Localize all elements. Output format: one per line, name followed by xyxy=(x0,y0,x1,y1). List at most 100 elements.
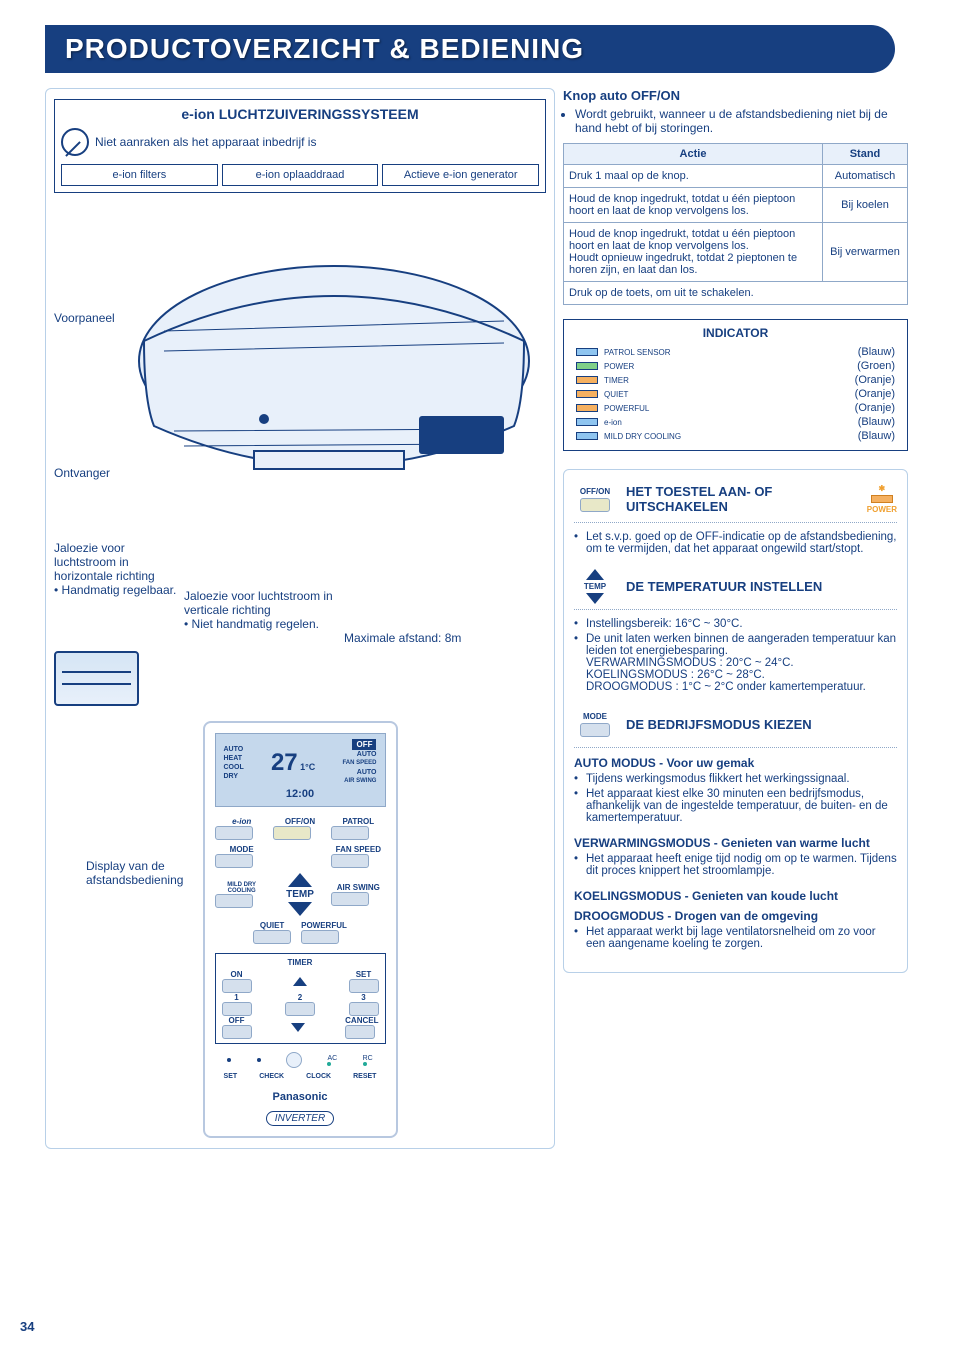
btn-offon-label: OFF/ON xyxy=(273,817,327,826)
disp-unit: 1°C xyxy=(300,762,315,772)
sub-auto: AUTO MODUS - Voor uw gemak xyxy=(574,756,897,770)
label-jaloezie-h: Jaloezie voor luchtstroom in horizontale… xyxy=(54,541,155,583)
indicator-label: PATROL SENSOR xyxy=(604,348,671,357)
label-ontvanger: Ontvanger xyxy=(54,466,110,480)
label-jaloezie-h-b: Handmatig regelbaar. xyxy=(62,583,177,597)
btn-circle[interactable] xyxy=(286,1052,302,1068)
unit-diagram: Voorpaneel Ontvanger Jaloezie voor lucht… xyxy=(54,201,546,641)
label-max-dist: Maximale afstand: 8m xyxy=(344,631,461,645)
btn-timer-2[interactable] xyxy=(285,1002,315,1016)
btn-temp-label: TEMP xyxy=(286,889,314,900)
verw-b1: Het apparaat heeft enige tijd nodig om o… xyxy=(574,853,897,877)
auto-b1: Tijdens werkingsmodus flikkert het werki… xyxy=(574,773,897,785)
left-panel: e-ion LUCHTZUIVERINGSSYSTEEM Niet aanrak… xyxy=(45,88,555,1149)
right-panel: Knop auto OFF/ON Wordt gebruikt, wanneer… xyxy=(563,88,908,1149)
remote-display: AUTO HEAT COOL DRY 27 1°C OFF xyxy=(215,733,386,807)
label-voorpaneel: Voorpaneel xyxy=(54,311,115,325)
row2-stand: Bij verwarmen xyxy=(823,223,908,282)
indicator-color: (Oranje) xyxy=(855,388,895,400)
disp-heat: HEAT xyxy=(224,754,244,763)
row0-stand: Automatisch xyxy=(823,165,908,188)
btn-timer-up[interactable] xyxy=(293,977,307,986)
disp-auto: AUTO xyxy=(224,745,244,754)
func2-b5: DROOGMODUS : 1°C ~ 2°C onder kamertemper… xyxy=(586,681,866,693)
indicator-color: (Groen) xyxy=(857,360,895,372)
eion-title: e-ion LUCHTZUIVERINGSSYSTEEM xyxy=(61,106,539,122)
btn-fanspeed[interactable] xyxy=(331,854,369,868)
btn-mode-label: MODE xyxy=(215,845,269,854)
btn-airswing[interactable] xyxy=(331,892,369,906)
banner-title: PRODUCTOVERZICHT & BEDIENING xyxy=(65,33,875,65)
disp-cool: COOL xyxy=(224,763,244,772)
temp-icon: TEMP xyxy=(574,567,616,605)
btn-quiet[interactable] xyxy=(253,930,291,944)
indicator-swatch xyxy=(576,404,598,412)
disp-auto2: AUTO xyxy=(342,750,376,759)
indicator-color: (Blauw) xyxy=(858,416,895,428)
btn-timer-set[interactable] xyxy=(349,979,379,993)
louvre-icon xyxy=(54,651,139,706)
btn-airswing-label: AIR SWING xyxy=(331,883,385,892)
indicator-label: e-ion xyxy=(604,418,622,427)
remote-control: AUTO HEAT COOL DRY 27 1°C OFF xyxy=(203,721,398,1138)
brand-label: Panasonic xyxy=(215,1091,386,1103)
btn-powerful-label: POWERFUL xyxy=(301,921,347,930)
indicator-label: QUIET xyxy=(604,390,628,399)
btn-milddry[interactable] xyxy=(215,894,253,908)
sub-koel: KOELINGSMODUS - Genieten van koude lucht xyxy=(574,889,897,903)
btn-dot2[interactable] xyxy=(257,1058,261,1062)
functions-box: OFF/ON HET TOESTEL AAN- OF UITSCHAKELEN … xyxy=(563,469,908,973)
th-actie: Actie xyxy=(564,144,823,165)
btn-temp-up[interactable] xyxy=(288,873,312,887)
btn-temp-down[interactable] xyxy=(288,902,312,916)
btn-powerful[interactable] xyxy=(301,930,339,944)
offon-icon: OFF/ON xyxy=(574,480,616,518)
btn-quiet-label: QUIET xyxy=(253,921,291,930)
func2-b4: KOELINGSMODUS : 26°C ~ 28°C. xyxy=(586,669,765,681)
disp-off: OFF xyxy=(352,739,376,750)
label-display: Display van de afstandsbediening xyxy=(86,859,216,887)
btn-dot1[interactable] xyxy=(227,1058,231,1062)
sub-verw: VERWARMINGSMODUS - Genieten van warme lu… xyxy=(574,836,897,850)
indicator-swatch xyxy=(576,390,598,398)
btn-milddry-label: MILD DRY COOLING xyxy=(215,882,269,894)
indicator-color: (Blauw) xyxy=(858,430,895,442)
btn-timer-down[interactable] xyxy=(291,1023,305,1032)
btn-timer-1[interactable] xyxy=(222,1002,252,1016)
btn-mode[interactable] xyxy=(215,854,253,868)
disp-dry: DRY xyxy=(224,772,244,781)
indicator-color: (Oranje) xyxy=(855,374,895,386)
indicator-label: POWER xyxy=(604,362,634,371)
eion-box: e-ion LUCHTZUIVERINGSSYSTEEM Niet aanrak… xyxy=(54,99,546,193)
btn-timer-3[interactable] xyxy=(349,1002,379,1016)
btn-patrol[interactable] xyxy=(331,826,369,840)
btn-fanspeed-label: FAN SPEED xyxy=(331,845,385,854)
indicator-label: POWERFUL xyxy=(604,404,649,413)
inverter-label: INVERTER xyxy=(266,1111,334,1126)
page-number: 34 xyxy=(20,1319,34,1334)
func1-b1: Let s.v.p. goed op de OFF-indicatie op d… xyxy=(574,531,897,555)
btn-timer-cancel[interactable] xyxy=(345,1025,375,1039)
indicator-swatch xyxy=(576,362,598,370)
droog-b1: Het apparaat werkt bij lage ventilatorsn… xyxy=(574,926,897,950)
label-jaloezie-v: Jaloezie voor luchtstroom in verticale r… xyxy=(184,589,333,617)
btn-offon[interactable] xyxy=(273,826,311,840)
btn-rc[interactable] xyxy=(363,1062,367,1066)
timer-box: TIMER ON SET 1 2 3 xyxy=(215,953,386,1044)
indicator-swatch xyxy=(576,348,598,356)
knop-title: Knop auto OFF/ON xyxy=(563,88,908,103)
eion-label-3: Actieve e-ion generator xyxy=(382,164,539,186)
row2-actie: Houd de knop ingedrukt, totdat u één pie… xyxy=(564,223,823,282)
page-banner: PRODUCTOVERZICHT & BEDIENING xyxy=(45,25,895,73)
btn-timer-off[interactable] xyxy=(222,1025,252,1039)
indicator-title: INDICATOR xyxy=(570,326,901,340)
btn-timer-on[interactable] xyxy=(222,979,252,993)
disp-time: 12:00 xyxy=(224,788,377,800)
btn-eion[interactable] xyxy=(215,826,253,840)
indicator-swatch xyxy=(576,418,598,426)
func2-b1: Instellingsbereik: 16°C ~ 30°C. xyxy=(574,618,897,630)
btn-ac[interactable] xyxy=(327,1062,331,1066)
eion-warning: Niet aanraken als het apparaat inbedrijf… xyxy=(95,135,316,149)
func2-title: DE TEMPERATUUR INSTELLEN xyxy=(626,579,897,594)
knop-table: ActieStand Druk 1 maal op de knop.Automa… xyxy=(563,143,908,305)
